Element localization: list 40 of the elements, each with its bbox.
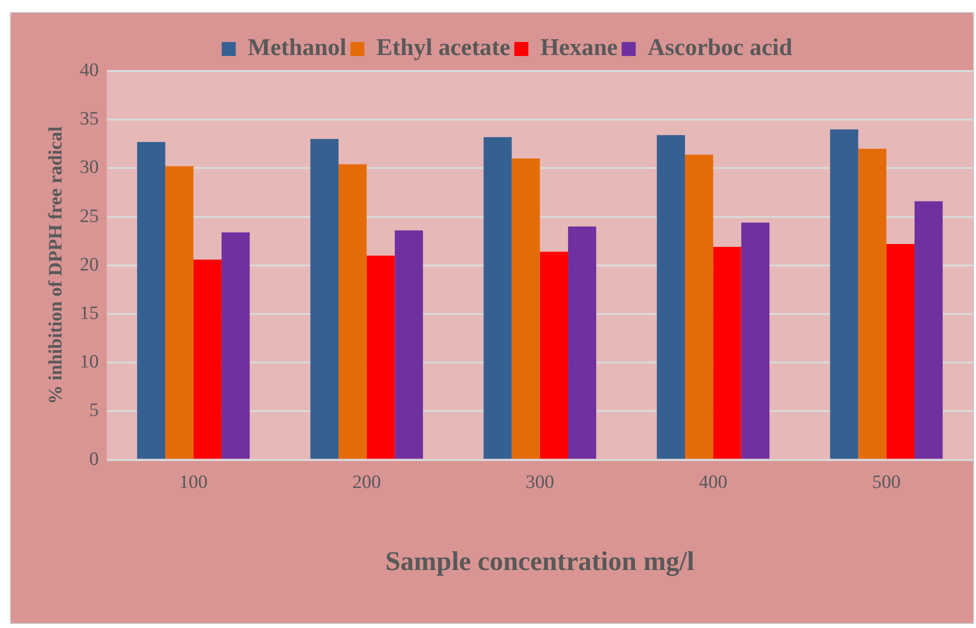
x-tick-label: 400 — [698, 472, 728, 494]
y-tick-label: 0 — [89, 448, 99, 470]
y-tick-label: 35 — [80, 108, 99, 130]
bar — [886, 244, 915, 459]
bar — [858, 148, 886, 459]
legend-label: Ascorboc acid — [648, 35, 793, 62]
y-tick-label: 25 — [80, 206, 99, 227]
y-axis-title: % inhibition of DPPH free radical — [45, 126, 66, 404]
x-tick-label: 500 — [872, 472, 901, 494]
bar — [394, 230, 423, 459]
bar — [366, 256, 395, 459]
bar — [568, 226, 596, 459]
bar — [512, 158, 540, 459]
bar — [222, 232, 250, 459]
bar — [656, 135, 685, 459]
bar — [540, 252, 568, 459]
bar — [830, 129, 858, 459]
x-axis-title: Sample concentration mg/l — [385, 546, 695, 576]
bar — [484, 137, 512, 459]
y-tick-label: 10 — [80, 352, 99, 373]
x-tick-label: 100 — [179, 472, 208, 494]
bar — [137, 142, 166, 459]
bar — [310, 139, 339, 459]
bar — [684, 154, 714, 459]
legend-label: Methanol — [248, 35, 347, 62]
y-tick-label: 40 — [80, 60, 99, 81]
y-tick-label: 30 — [80, 157, 99, 178]
bar — [338, 164, 367, 459]
y-tick-label: 20 — [80, 254, 99, 276]
legend-label: Ethyl acetate — [376, 35, 511, 62]
bar — [193, 260, 222, 459]
bar — [713, 246, 742, 459]
x-tick-label: 200 — [352, 472, 381, 494]
bar — [165, 166, 194, 459]
bar — [741, 222, 770, 459]
legend-label: Hexane — [540, 35, 618, 62]
y-tick-label: 15 — [80, 302, 99, 324]
y-tick-label: 5 — [89, 400, 99, 422]
x-tick-label: 300 — [526, 472, 554, 494]
bar — [914, 201, 943, 459]
